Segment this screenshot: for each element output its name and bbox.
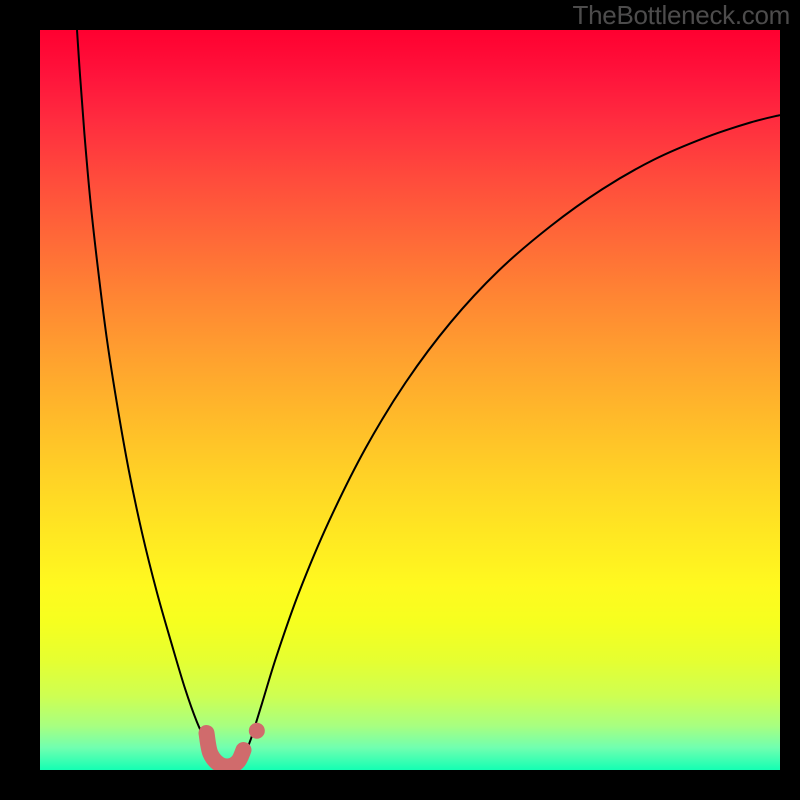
- marker-hook: [207, 733, 244, 766]
- curve-right-branch: [246, 115, 780, 751]
- chart-frame: TheBottleneck.com: [0, 0, 800, 800]
- watermark-text: TheBottleneck.com: [573, 0, 790, 31]
- marker-dot: [249, 723, 265, 739]
- plot-area: [40, 30, 780, 770]
- curve-overlay: [40, 30, 780, 770]
- curve-left-branch: [77, 30, 214, 757]
